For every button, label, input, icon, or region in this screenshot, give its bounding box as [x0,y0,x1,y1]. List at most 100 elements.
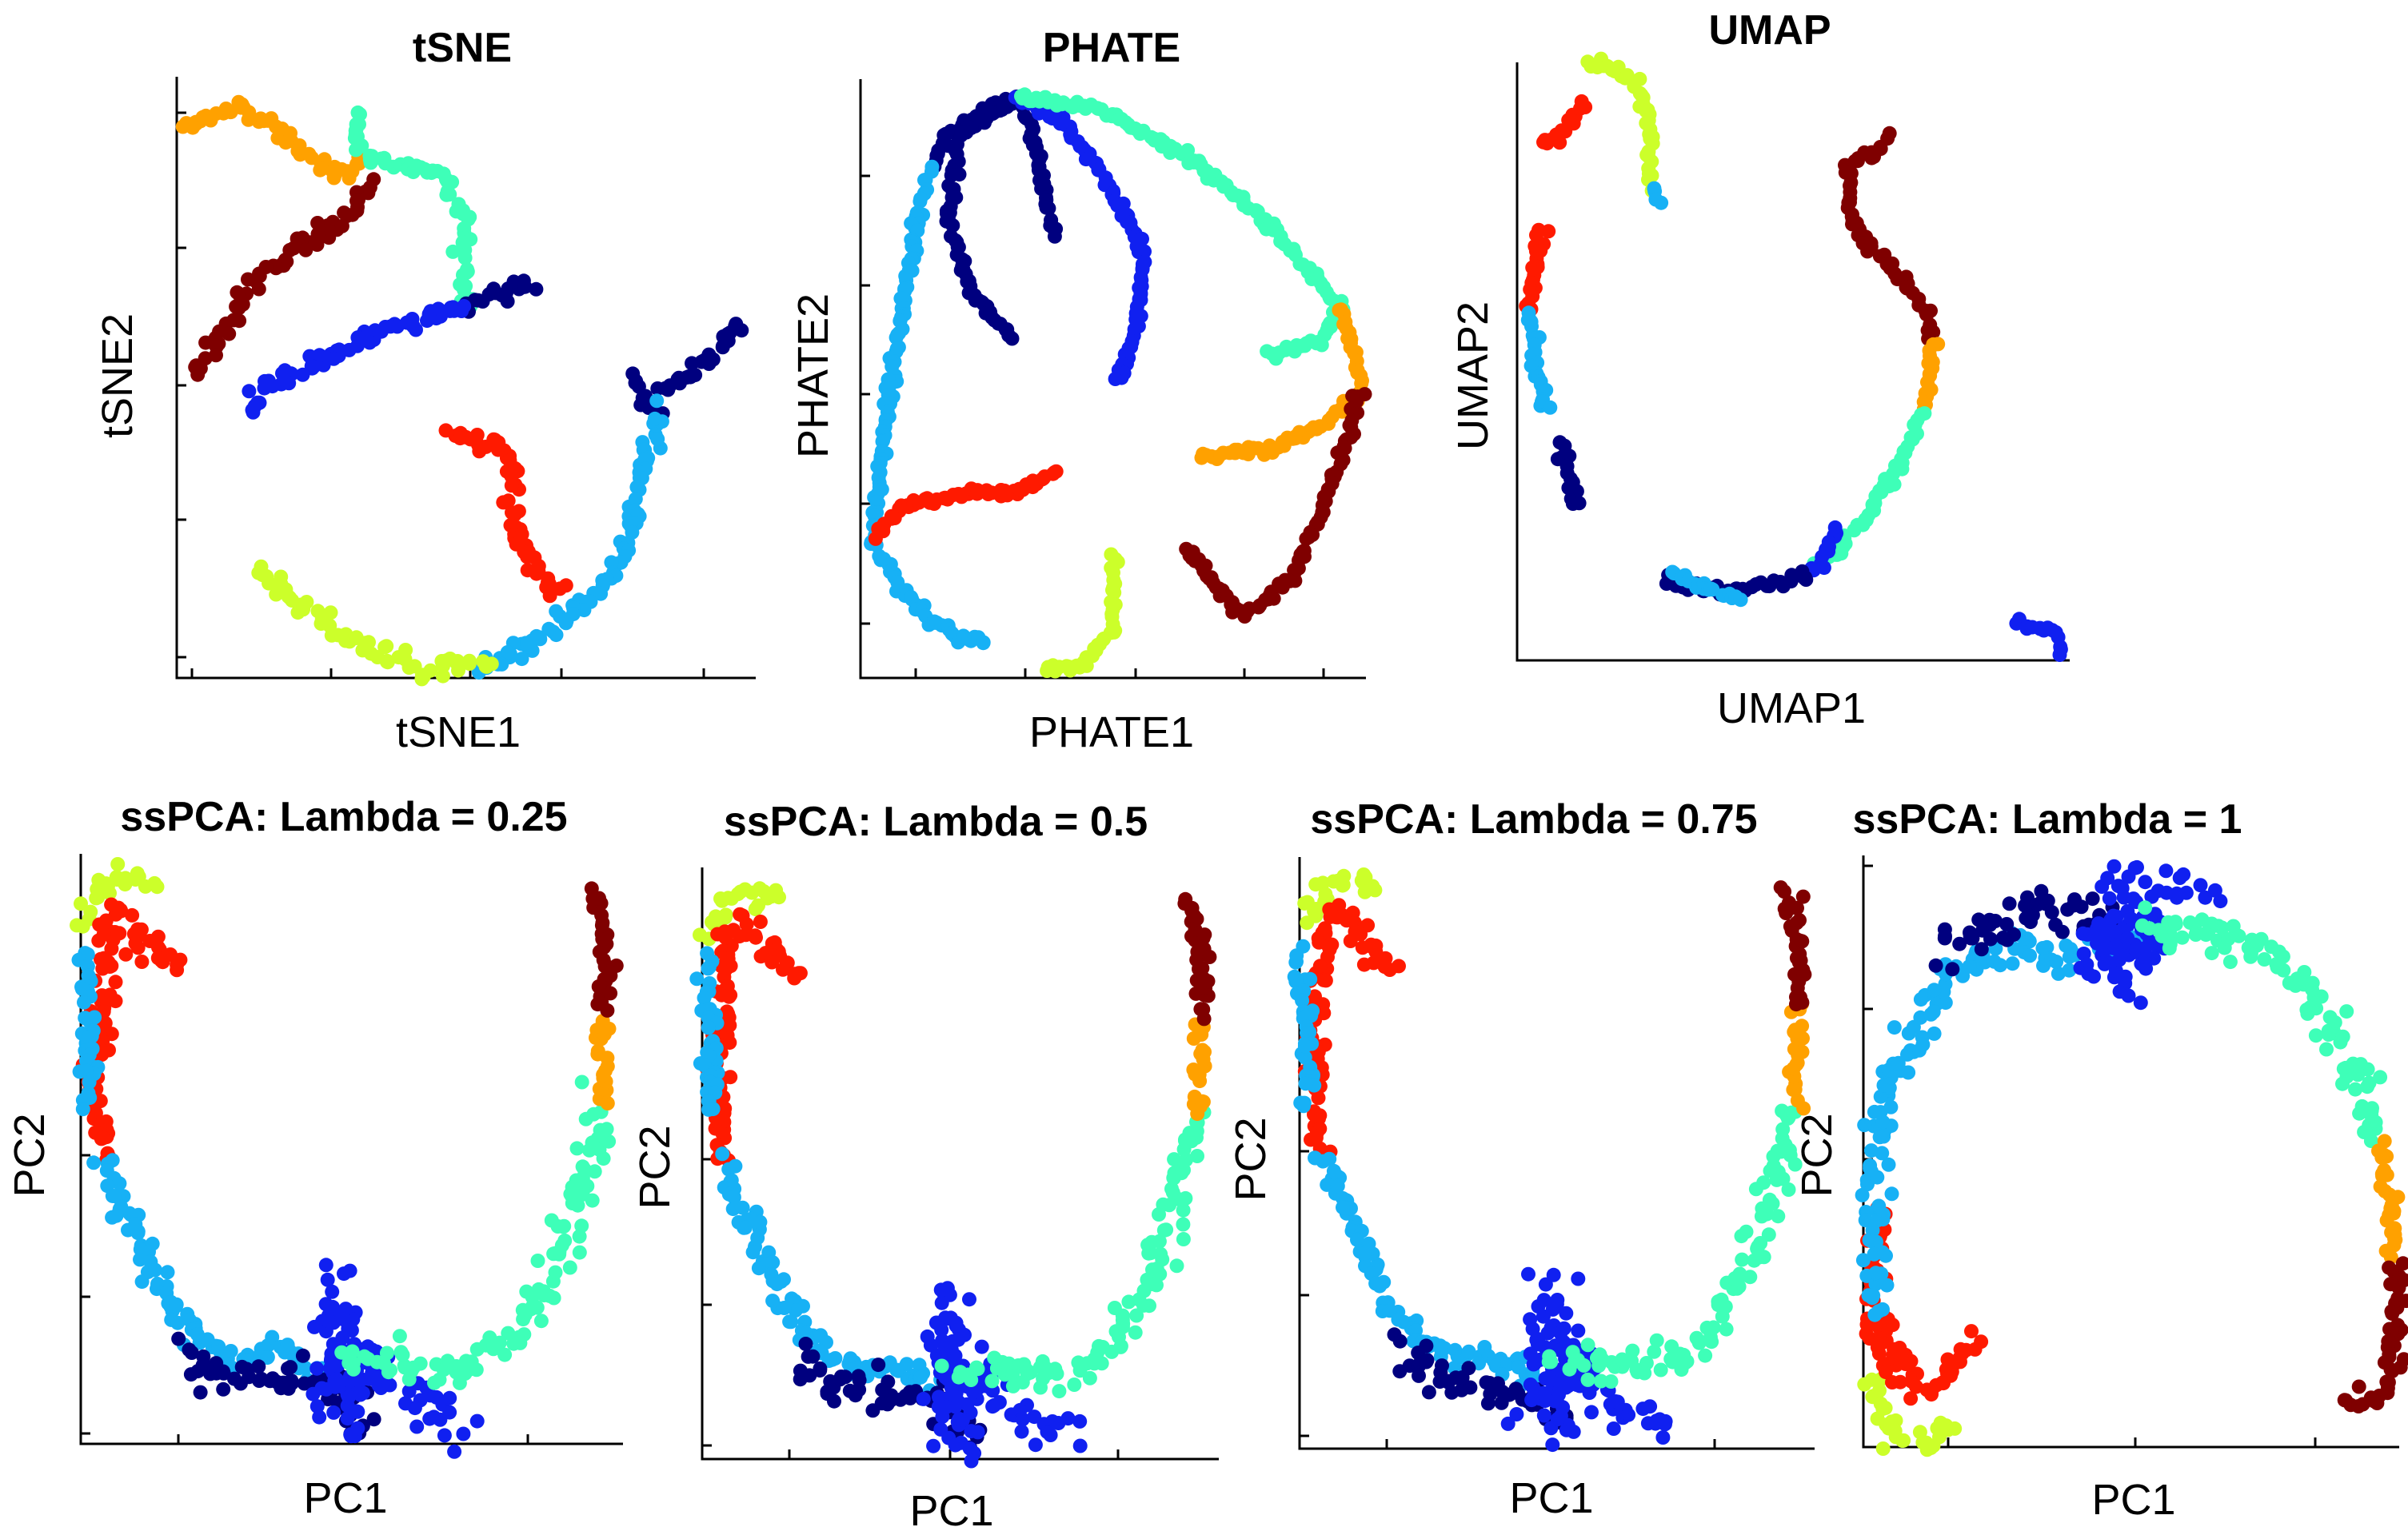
data-point [2387,1227,2402,1242]
data-point [1296,1095,1312,1110]
data-point [584,881,599,896]
data-point [350,1404,365,1419]
data-point [435,668,450,684]
data-point [1072,1363,1088,1378]
data-point [745,1245,761,1260]
data-point [1999,932,2015,947]
data-point [309,1361,325,1376]
data-point [118,947,134,962]
data-point [2130,859,2144,875]
data-point [1566,1424,1581,1439]
data-point [962,1292,976,1307]
data-point [313,162,328,177]
data-point [301,146,317,161]
data-point [2075,926,2091,941]
data-point [1202,950,1217,964]
data-point [1420,1353,1435,1368]
data-point [2018,898,2033,913]
data-point [1875,1114,1891,1130]
data-point [1699,1320,1715,1335]
data-point [1304,1132,1318,1147]
data-point [718,962,733,977]
data-point [739,917,754,932]
data-point [1188,1067,1203,1082]
data-point [1260,344,1275,359]
data-point [2085,891,2100,907]
data-point [1862,240,1877,254]
data-point [718,907,733,923]
data-point [2348,1082,2363,1097]
data-point [2168,917,2183,931]
data-point [1571,1323,1586,1338]
data-point [1318,973,1333,988]
data-point [913,191,928,206]
data-point [2213,894,2228,909]
data-point [558,616,573,631]
data-point [1121,1294,1136,1310]
data-point [1909,1379,1923,1394]
data-point [2243,946,2258,961]
data-point [1603,1374,1619,1389]
x-ticks [1947,1437,2317,1447]
data-point [1312,935,1327,950]
x-ticks [914,668,1325,678]
data-point [1952,936,1967,951]
data-point [1382,963,1397,977]
data-point [2052,648,2067,662]
data-point [591,979,606,994]
data-point [1368,938,1384,953]
data-point [421,306,437,321]
data-point [2231,928,2246,943]
data-point [1678,1355,1693,1370]
data-point [1912,1425,1927,1440]
y-axis-label: PC2 [1793,1113,1841,1197]
data-point [772,890,786,905]
data-point [2376,1167,2391,1182]
data-point [1565,1345,1580,1360]
data-point [554,1238,569,1253]
panel-sspca-1: ssPCA: Lambda = 1 PC1 PC2 [1793,796,2408,1524]
data-point [649,393,665,409]
data-point [1761,1227,1776,1242]
data-point [229,299,244,314]
data-point [518,636,533,651]
data-point [593,1127,609,1142]
data-point [125,907,140,923]
data-point [2207,883,2222,898]
data-point [1927,1026,1942,1041]
x-axis-label: PC1 [909,1487,993,1535]
data-point [1020,1366,1035,1382]
data-point [251,281,266,297]
data-point [298,242,313,257]
data-point [728,1158,743,1174]
data-point [2308,1028,2323,1043]
data-point [1153,1246,1168,1262]
data-point [1300,1026,1314,1041]
data-point [1719,1322,1734,1337]
data-point [1412,1368,1426,1383]
data-point [447,1444,462,1459]
data-point [1179,541,1194,556]
data-point [104,897,119,912]
data-point [934,1358,949,1374]
panel-title: PHATE [1043,25,1180,71]
data-point [501,493,516,508]
data-point [2091,916,2107,931]
data-point [529,1300,545,1315]
data-point [970,1362,985,1377]
data-point [734,323,749,338]
data-point [1787,1023,1803,1038]
data-point [1591,1358,1607,1374]
data-point [1047,229,1062,244]
x-axis-label: PC1 [2091,1476,2175,1524]
data-point [1703,581,1719,596]
data-point [309,1399,325,1414]
data-point [1647,1344,1662,1359]
data-point [362,335,377,350]
data-point [2264,939,2279,955]
data-point [2309,1001,2324,1016]
data-point [469,1362,484,1378]
data-point [1903,1391,1919,1406]
data-point [423,663,438,678]
data-point [1028,1437,1043,1453]
